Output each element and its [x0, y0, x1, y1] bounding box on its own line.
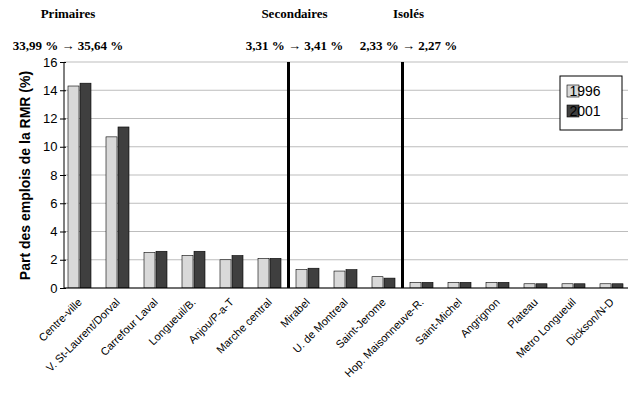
- svg-text:V. St-Laurent/Dorval: V. St-Laurent/Dorval: [44, 296, 122, 374]
- svg-text:Longueuil/B.: Longueuil/B.: [146, 295, 198, 348]
- svg-text:Saint-Michel: Saint-Michel: [413, 296, 464, 347]
- svg-text:1996: 1996: [569, 83, 600, 99]
- svg-text:Carrefour Laval: Carrefour Laval: [98, 296, 160, 358]
- svg-text:33,99 % → 35,64 %: 33,99 % → 35,64 %: [13, 38, 124, 53]
- svg-text:Plateau: Plateau: [505, 296, 540, 331]
- svg-text:Centre-ville: Centre-ville: [36, 295, 84, 344]
- svg-text:Isolés: Isolés: [393, 6, 424, 21]
- svg-text:2001: 2001: [569, 103, 600, 119]
- svg-text:Mirabel: Mirabel: [278, 296, 312, 330]
- svg-text:12: 12: [43, 111, 57, 126]
- svg-text:Angrignon: Angrignon: [458, 296, 502, 340]
- svg-text:Saint-Jerome: Saint-Jerome: [333, 295, 388, 351]
- svg-text:2: 2: [50, 252, 57, 267]
- svg-text:14: 14: [43, 83, 57, 98]
- svg-text:Metro Longueuil: Metro Longueuil: [514, 296, 578, 360]
- svg-text:Dickson/N-D: Dickson/N-D: [564, 296, 616, 348]
- svg-text:U. de Montreal: U. de Montreal: [290, 295, 350, 356]
- svg-text:16: 16: [43, 55, 57, 70]
- svg-text:Part des emplois de la RMR (%): Part des emplois de la RMR (%): [17, 71, 33, 280]
- svg-text:0: 0: [50, 281, 57, 296]
- svg-text:Primaires: Primaires: [41, 6, 96, 21]
- svg-text:Hop. Maisonneuve-R.: Hop. Maisonneuve-R.: [342, 295, 426, 380]
- svg-text:Marche central: Marche central: [214, 296, 274, 356]
- svg-text:8: 8: [50, 168, 57, 183]
- svg-text:4: 4: [50, 224, 57, 239]
- svg-text:Anjou/P-a-T: Anjou/P-a-T: [185, 295, 236, 346]
- svg-text:Secondaires: Secondaires: [261, 6, 327, 21]
- svg-text:2,33 % → 2,27 %: 2,33 % → 2,27 %: [360, 38, 458, 53]
- svg-text:3,31 % → 3,41 %: 3,31 % → 3,41 %: [246, 38, 344, 53]
- svg-text:6: 6: [50, 196, 57, 211]
- svg-text:10: 10: [43, 139, 57, 154]
